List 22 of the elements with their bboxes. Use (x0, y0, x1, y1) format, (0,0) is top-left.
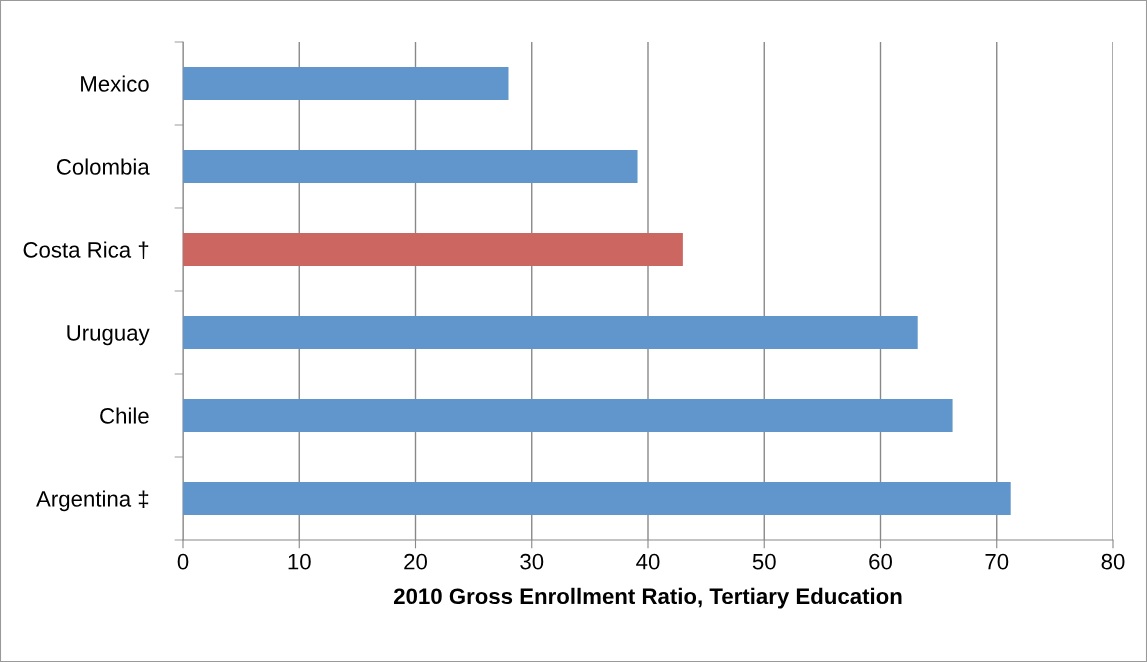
y-tick-label: Uruguay (67, 325, 150, 346)
x-tick-label: 20 (404, 553, 427, 570)
y-tick-label: Chile (100, 407, 149, 424)
x-tick-label: 80 (1101, 553, 1125, 570)
x-tick-label: 0 (177, 553, 189, 570)
bar (183, 398, 953, 433)
bar (183, 232, 683, 267)
x-tick-label: 50 (752, 553, 776, 570)
bar (183, 66, 509, 101)
x-tick-label: 10 (288, 553, 311, 570)
y-tick-label: Colombia (56, 158, 150, 175)
bar (183, 149, 638, 184)
x-axis-title: 2010 Gross Enrollment Ratio, Tertiary Education (393, 587, 902, 609)
x-tick-label: 30 (520, 553, 544, 570)
bar (183, 481, 1011, 516)
x-tick-label: 70 (985, 553, 1009, 570)
y-tick-label: Mexico (81, 75, 149, 92)
x-tick-label: 60 (869, 553, 892, 570)
bar (183, 315, 918, 350)
y-tick-label: Argentina ‡ (36, 490, 149, 512)
y-tick-label: Costa Rica † (23, 241, 149, 260)
x-tick-label: 40 (636, 553, 660, 570)
